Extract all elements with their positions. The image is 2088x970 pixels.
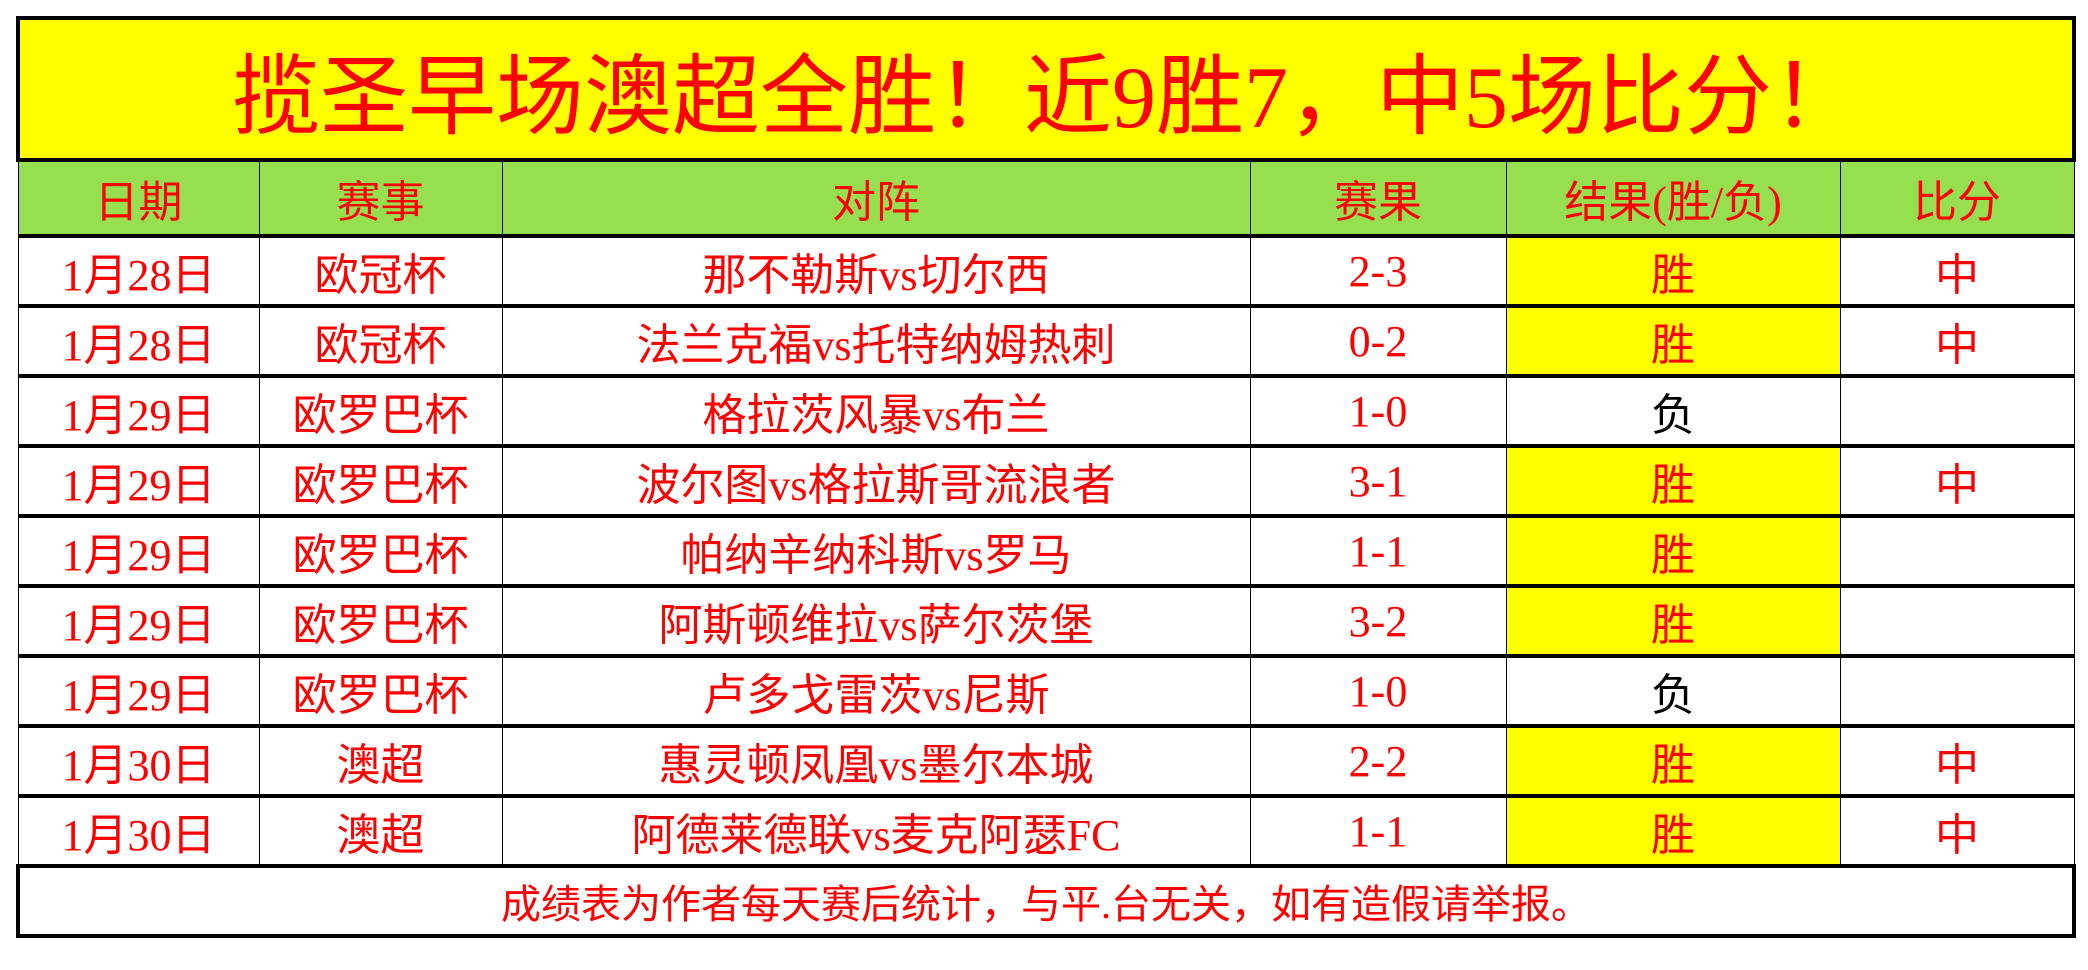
result-cell: 胜 (1505, 234, 1841, 308)
table-row: 1月29日 欧罗巴杯 帕纳辛纳科斯vs罗马 1-1 胜 (17, 514, 2075, 588)
footer-note: 成绩表为作者每天赛后统计，与平.台无关，如有造假请举报。 (15, 864, 2077, 938)
table-row: 1月29日 欧罗巴杯 波尔图vs格拉斯哥流浪者 3-1 胜中 (17, 444, 2075, 518)
result-cell: 胜 (1505, 444, 1841, 518)
hit-cell: 中 (1839, 724, 2075, 798)
hit-cell: 中 (1839, 444, 2075, 518)
match-cell: 阿德莱德联vs麦克阿瑟FC (501, 794, 1251, 868)
match-cell: 帕纳辛纳科斯vs罗马 (501, 514, 1251, 588)
table-row: 1月29日 欧罗巴杯 卢多戈雷茨vs尼斯 1-0 负 (17, 654, 2075, 728)
date-cell: 1月28日 (17, 234, 260, 308)
result-cell: 胜 (1505, 794, 1841, 868)
date-cell: 1月30日 (17, 724, 260, 798)
header-match: 对阵 (501, 158, 1251, 238)
league-cell: 欧罗巴杯 (258, 654, 503, 728)
results-table: 揽圣早场澳超全胜！近9胜7，中5场比分！ 日期 赛事 对阵 赛果 结果(胜/负)… (15, 16, 2077, 938)
score-cell: 1-0 (1249, 374, 1507, 448)
league-cell: 欧冠杯 (258, 304, 503, 378)
league-cell: 澳超 (258, 794, 503, 868)
header-result: 结果(胜/负) (1505, 158, 1841, 238)
hit-cell: 中 (1839, 304, 2075, 378)
date-cell: 1月28日 (17, 304, 260, 378)
table-row: 1月30日 澳超 阿德莱德联vs麦克阿瑟FC 1-1 胜中 (17, 794, 2075, 868)
match-cell: 波尔图vs格拉斯哥流浪者 (501, 444, 1251, 518)
header-league: 赛事 (258, 158, 503, 238)
table-row: 1月28日 欧冠杯 法兰克福vs托特纳姆热刺 0-2 胜中 (17, 304, 2075, 378)
date-cell: 1月29日 (17, 654, 260, 728)
match-cell: 格拉茨风暴vs布兰 (501, 374, 1251, 448)
table-row: 1月30日 澳超 惠灵顿凤凰vs墨尔本城 2-2 胜中 (17, 724, 2075, 798)
result-cell: 胜 (1505, 304, 1841, 378)
date-cell: 1月30日 (17, 794, 260, 868)
header-date: 日期 (17, 158, 260, 238)
match-cell: 法兰克福vs托特纳姆热刺 (501, 304, 1251, 378)
league-cell: 欧冠杯 (258, 234, 503, 308)
date-cell: 1月29日 (17, 514, 260, 588)
header-score: 赛果 (1249, 158, 1507, 238)
match-cell: 卢多戈雷茨vs尼斯 (501, 654, 1251, 728)
league-cell: 欧罗巴杯 (258, 514, 503, 588)
page-title: 揽圣早场澳超全胜！近9胜7，中5场比分！ (15, 16, 2077, 162)
score-cell: 0-2 (1249, 304, 1507, 378)
header-hit: 比分 (1839, 158, 2075, 238)
hit-cell: 中 (1839, 794, 2075, 868)
score-cell: 1-0 (1249, 654, 1507, 728)
table-row: 1月29日 欧罗巴杯 阿斯顿维拉vs萨尔茨堡 3-2 胜 (17, 584, 2075, 658)
table-row: 1月29日 欧罗巴杯 格拉茨风暴vs布兰 1-0 负 (17, 374, 2075, 448)
result-cell: 胜 (1505, 584, 1841, 658)
hit-cell (1839, 654, 2075, 728)
header-row: 日期 赛事 对阵 赛果 结果(胜/负) 比分 (17, 158, 2075, 238)
table-row: 1月28日 欧冠杯 那不勒斯vs切尔西 2-3 胜中 (17, 234, 2075, 308)
score-cell: 2-2 (1249, 724, 1507, 798)
hit-cell (1839, 514, 2075, 588)
match-cell: 那不勒斯vs切尔西 (501, 234, 1251, 308)
score-cell: 1-1 (1249, 514, 1507, 588)
league-cell: 欧罗巴杯 (258, 374, 503, 448)
hit-cell: 中 (1839, 234, 2075, 308)
date-cell: 1月29日 (17, 584, 260, 658)
date-cell: 1月29日 (17, 374, 260, 448)
result-cell: 负 (1505, 654, 1841, 728)
score-cell: 1-1 (1249, 794, 1507, 868)
league-cell: 澳超 (258, 724, 503, 798)
result-cell: 负 (1505, 374, 1841, 448)
score-cell: 2-3 (1249, 234, 1507, 308)
result-cell: 胜 (1505, 514, 1841, 588)
match-cell: 阿斯顿维拉vs萨尔茨堡 (501, 584, 1251, 658)
result-cell: 胜 (1505, 724, 1841, 798)
league-cell: 欧罗巴杯 (258, 444, 503, 518)
hit-cell (1839, 584, 2075, 658)
date-cell: 1月29日 (17, 444, 260, 518)
score-cell: 3-2 (1249, 584, 1507, 658)
league-cell: 欧罗巴杯 (258, 584, 503, 658)
hit-cell (1839, 374, 2075, 448)
score-cell: 3-1 (1249, 444, 1507, 518)
match-cell: 惠灵顿凤凰vs墨尔本城 (501, 724, 1251, 798)
